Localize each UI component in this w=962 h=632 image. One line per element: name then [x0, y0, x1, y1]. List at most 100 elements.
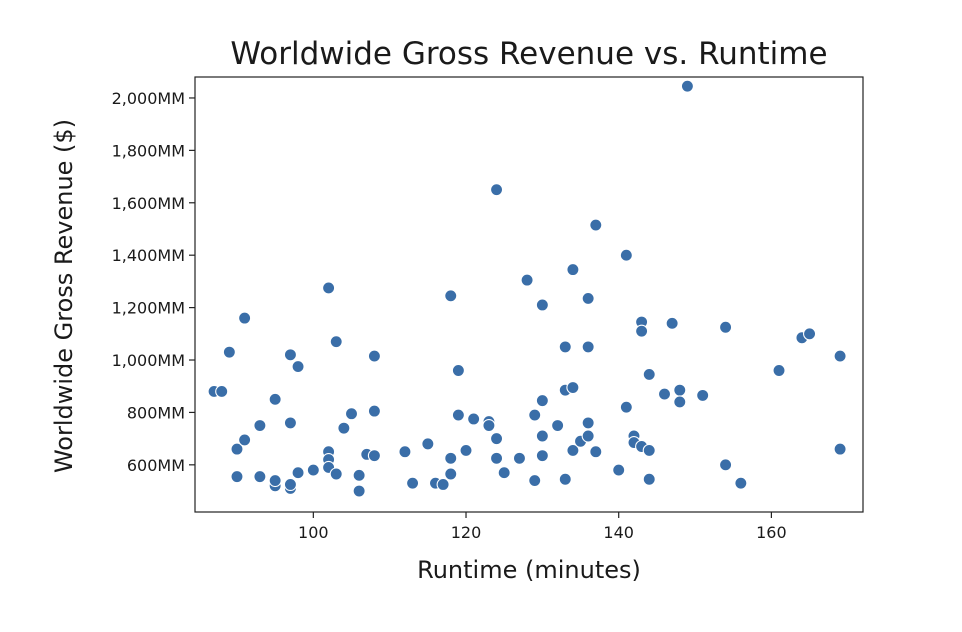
x-axis: 100 120 140 160 [298, 512, 787, 542]
data-point [444, 451, 458, 465]
data-point [352, 468, 366, 482]
x-axis-label: Runtime (minutes) [417, 556, 641, 584]
data-point [406, 476, 420, 490]
data-point [268, 474, 282, 488]
data-point [306, 463, 320, 477]
data-point [619, 400, 633, 414]
data-point [215, 384, 229, 399]
data-point [268, 392, 282, 406]
data-point [803, 327, 817, 341]
y-tick-label: 2,000MM [112, 89, 185, 108]
y-axis: 600MM 800MM 1,000MM 1,200MM 1,400MM 1,600MM 1,… [112, 89, 195, 475]
y-axis-label: Worldwide Gross Revenue ($) [50, 119, 78, 473]
data-point [467, 412, 481, 426]
data-point [344, 407, 359, 421]
x-tick-label: 140 [603, 523, 634, 542]
data-point [612, 463, 626, 477]
data-point [490, 432, 504, 446]
data-point [642, 472, 656, 486]
data-point [535, 298, 549, 312]
plot-frame [194, 76, 864, 513]
y-tick-label: 800MM [127, 403, 185, 422]
data-point [283, 477, 297, 492]
x-tick-label: 120 [451, 523, 482, 542]
data-point [589, 218, 603, 232]
data-point [490, 451, 504, 465]
data-point [451, 363, 465, 378]
data-point [566, 380, 580, 395]
y-tick-label: 1,600MM [112, 194, 185, 213]
data-point [367, 349, 381, 363]
data-point [680, 79, 694, 93]
data-point [535, 429, 549, 443]
data-point [833, 349, 847, 363]
data-point [734, 476, 748, 490]
data-point [719, 458, 733, 472]
data-point [421, 437, 435, 451]
data-point [482, 418, 496, 433]
data-point [642, 367, 656, 381]
data-point [451, 408, 465, 422]
data-point [230, 470, 244, 484]
y-tick-label: 1,400MM [112, 246, 185, 265]
data-point [581, 429, 595, 443]
data-point [398, 445, 412, 459]
data-point [283, 416, 297, 430]
data-point [642, 443, 656, 457]
data-point [719, 320, 733, 334]
data-point [581, 291, 595, 305]
data-point [589, 445, 603, 459]
chart-title: Worldwide Gross Revenue vs. Runtime [230, 36, 827, 72]
data-point [352, 484, 366, 498]
data-point [772, 363, 786, 378]
data-point [367, 449, 381, 463]
data-point [367, 404, 381, 418]
data-point [238, 311, 252, 325]
data-point [673, 395, 687, 409]
data-point [436, 477, 450, 492]
y-tick-label: 1,000MM [112, 351, 185, 370]
data-point [535, 394, 549, 408]
x-tick-label: 160 [756, 523, 787, 542]
data-point [665, 316, 679, 330]
data-point [528, 408, 542, 422]
data-point [459, 443, 473, 457]
data-point [444, 467, 458, 481]
data-point [253, 418, 267, 433]
y-tick-label: 600MM [127, 456, 185, 475]
data-point [528, 474, 542, 488]
y-tick-label: 1,800MM [112, 141, 185, 160]
data-point [444, 289, 458, 303]
data-point [329, 467, 343, 481]
data-point [253, 470, 267, 484]
data-point [581, 340, 595, 354]
data-point [230, 442, 244, 456]
data-point [833, 442, 847, 456]
data-point [566, 263, 580, 277]
data-point [490, 183, 504, 197]
data-point [696, 388, 710, 402]
data-point [551, 418, 565, 433]
data-point [566, 443, 580, 457]
data-point [581, 416, 595, 430]
data-point [291, 466, 305, 480]
data-point [619, 248, 633, 262]
data-point [635, 324, 649, 338]
data-point [497, 466, 511, 480]
data-point [238, 433, 252, 447]
data-point [657, 387, 672, 401]
data-point [512, 451, 527, 465]
data-points [207, 79, 847, 498]
data-point [291, 360, 305, 374]
data-point [558, 340, 572, 354]
data-point [329, 335, 343, 349]
data-point [337, 421, 351, 435]
x-tick-label: 100 [298, 523, 329, 542]
y-tick-label: 1,200MM [112, 299, 185, 318]
data-point [673, 383, 687, 397]
data-point [520, 273, 534, 287]
data-point [558, 472, 572, 486]
data-point [535, 449, 549, 463]
